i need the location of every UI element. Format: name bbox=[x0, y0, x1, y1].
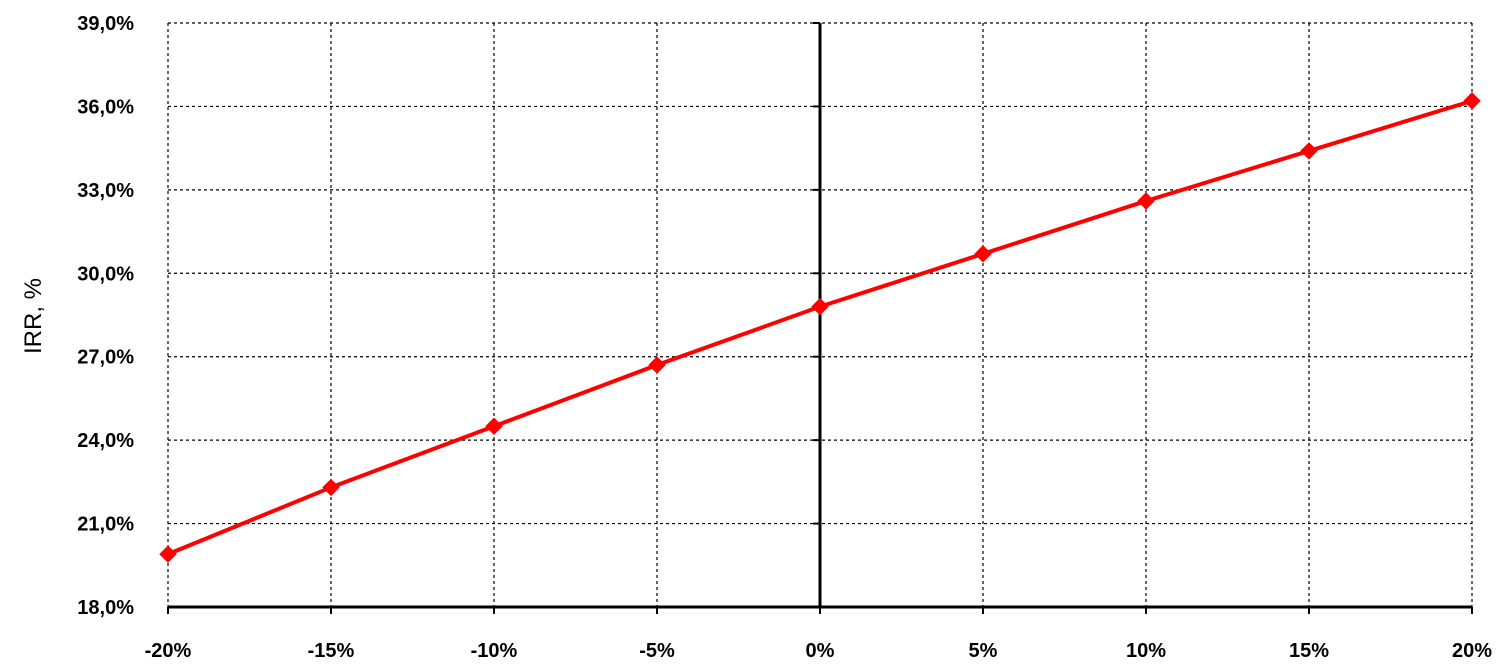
data-point-marker bbox=[648, 356, 666, 374]
y-tick-label: 27,0% bbox=[77, 347, 134, 369]
y-tick-label: 18,0% bbox=[77, 597, 134, 619]
data-point-marker bbox=[811, 297, 829, 316]
y-tick-label: 36,0% bbox=[77, 96, 134, 118]
data-point-marker bbox=[159, 545, 177, 563]
data-point-marker bbox=[1463, 92, 1481, 110]
y-tick-label: 24,0% bbox=[77, 430, 134, 452]
data-point-marker bbox=[322, 478, 340, 497]
data-point-marker bbox=[1300, 142, 1318, 160]
y-tick-label: 33,0% bbox=[77, 180, 134, 202]
data-point-marker bbox=[485, 417, 503, 435]
axes bbox=[167, 22, 1473, 614]
data-point-marker bbox=[974, 245, 992, 263]
x-tick-label: -15% bbox=[308, 640, 355, 662]
x-tick-labels: -20% -15% -10% -5% 0% 5% 10% 15% 20% bbox=[145, 640, 1493, 662]
x-tick-label: -20% bbox=[145, 640, 192, 662]
y-tick-labels: 18,0% 21,0% 24,0% 27,0% 30,0% 33,0% 36,0% 39,0% bbox=[77, 13, 134, 619]
x-tick-label: 15% bbox=[1289, 640, 1329, 662]
y-tick-label: 30,0% bbox=[77, 263, 134, 285]
x-tick-label: 0% bbox=[806, 640, 835, 662]
x-tick-label: -5% bbox=[639, 640, 675, 662]
series-group bbox=[159, 92, 1481, 563]
x-tick-label: 10% bbox=[1126, 640, 1166, 662]
x-tick-label: -10% bbox=[471, 640, 518, 662]
y-tick-label: 39,0% bbox=[77, 13, 134, 35]
grid-lines bbox=[167, 22, 1473, 607]
y-tick-label: 21,0% bbox=[77, 514, 134, 536]
data-point-marker bbox=[1137, 192, 1155, 210]
y-axis-title: IRR, % bbox=[20, 278, 47, 354]
x-tick-label: 5% bbox=[969, 640, 998, 662]
x-tick-label: 20% bbox=[1452, 640, 1492, 662]
